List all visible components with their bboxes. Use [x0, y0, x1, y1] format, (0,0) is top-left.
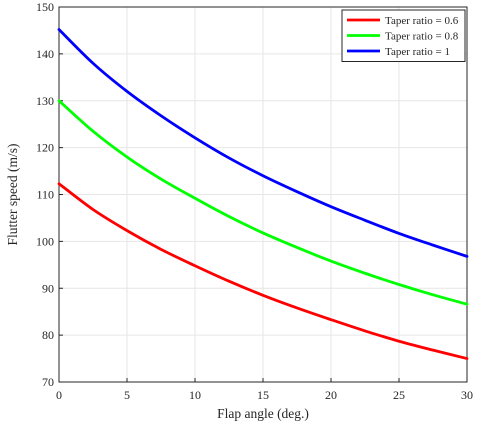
- y-tick-label: 70: [42, 375, 54, 389]
- series-line-1: [57, 182, 469, 360]
- x-tick-label: 10: [189, 388, 201, 402]
- y-tick-label: 130: [36, 94, 54, 108]
- y-tick-label: 80: [42, 328, 54, 342]
- y-axis: 70 80 90 100 110 120 130 140 150: [36, 0, 63, 389]
- series-lines: [57, 28, 469, 360]
- x-tick-label: 30: [461, 388, 473, 402]
- legend-label-1: Taper ratio = 0.6: [385, 15, 459, 27]
- x-tick-label: 0: [56, 388, 62, 402]
- legend-label-3: Taper ratio = 1: [385, 46, 450, 58]
- x-tick-label: 20: [325, 388, 337, 402]
- series-line-3: [57, 28, 469, 258]
- y-tick-label: 150: [36, 0, 54, 14]
- y-axis-label: Flutter speed (m/s): [5, 144, 20, 246]
- x-axis-label: Flap angle (deg.): [217, 406, 309, 421]
- y-tick-label: 120: [36, 141, 54, 155]
- x-tick-label: 25: [393, 388, 405, 402]
- y-tick-label: 90: [42, 281, 54, 295]
- grid: [58, 6, 468, 383]
- legend: Taper ratio = 0.6 Taper ratio = 0.8 Taper …: [341, 9, 466, 62]
- y-tick-label: 110: [36, 188, 54, 202]
- x-axis: 0 5 10 15 20 25 30: [56, 378, 473, 402]
- y-tick-label: 140: [36, 47, 54, 61]
- x-tick-label: 15: [257, 388, 269, 402]
- series-line-2: [57, 99, 469, 306]
- x-tick-label: 5: [124, 388, 130, 402]
- y-tick-label: 100: [36, 234, 54, 248]
- legend-label-2: Taper ratio = 0.8: [385, 31, 459, 43]
